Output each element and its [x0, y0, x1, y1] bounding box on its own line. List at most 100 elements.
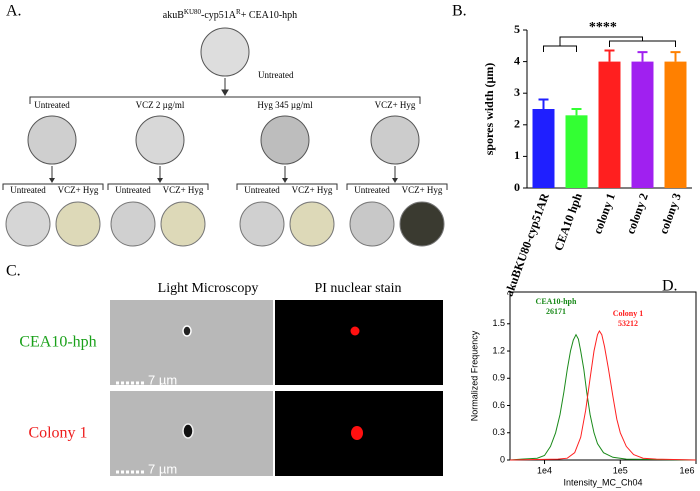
x-tick-label: CEA10 hph — [551, 191, 585, 253]
y-tick-label: 1 — [514, 148, 520, 162]
histogram-line — [509, 333, 697, 461]
sub-label: VCZ+ Hyg — [163, 185, 204, 195]
strain-title: akuBKU80-cyp51AR+ CEA10-hph — [163, 8, 297, 22]
scale-label: 7 µm — [148, 461, 177, 476]
dish — [349, 201, 395, 247]
arrow-head — [49, 178, 55, 183]
dish — [239, 201, 285, 247]
x-tick-label: colony 2 — [623, 191, 651, 236]
x-tick-label: colony 1 — [590, 191, 618, 236]
y-tick-label: 2 — [514, 117, 520, 131]
arrow-head — [157, 178, 163, 183]
branches: Untreated Untreated VCZ+ Hyg VCZ 2 µg/ml Unt… — [2, 100, 448, 247]
t: + CEA10-hph — [241, 10, 297, 21]
sub-bracket — [346, 183, 448, 190]
sub-label: VCZ+ Hyg — [58, 185, 99, 195]
image — [110, 300, 273, 385]
sub-bracket — [107, 183, 209, 190]
y-tick-label: 0.6 — [492, 400, 505, 410]
sub-bracket — [2, 183, 104, 190]
y-tick-label: 0.3 — [492, 427, 505, 437]
series-name: Colony 1 — [613, 309, 643, 318]
panel-letter: D. — [662, 278, 678, 295]
error-bar — [538, 98, 549, 109]
branch-label: Untreated — [34, 100, 70, 110]
bar — [631, 61, 654, 188]
error-bar — [637, 51, 648, 62]
t: -cyp51A — [201, 10, 237, 21]
y-tick-label: 4 — [514, 53, 520, 67]
dish — [399, 201, 445, 247]
t: akuB — [163, 10, 184, 21]
branch-label: VCZ 2 µg/ml — [136, 100, 185, 110]
arrow-head — [392, 178, 398, 183]
column-title: Light Microscopy — [158, 281, 259, 296]
x-tick-label: akuBKU80-cyp51AR — [502, 191, 552, 298]
dish — [289, 201, 335, 247]
tree-lines — [29, 78, 421, 104]
sub-bracket — [236, 183, 338, 190]
x-tick-label: colony 3 — [656, 191, 684, 236]
y-tick-label: 5 — [514, 22, 520, 36]
series-annotation: 53212 — [618, 319, 638, 328]
y-tick-label: 0.9 — [492, 373, 505, 383]
x-axis-label: Intensity_MC_Ch04 — [563, 477, 642, 487]
nucleus — [350, 326, 360, 336]
x-tick-label: 1e5 — [613, 465, 628, 475]
dish — [55, 201, 101, 247]
bar — [532, 109, 555, 188]
dish — [200, 27, 250, 77]
error-bar — [571, 108, 582, 116]
series-annotation: 26171 — [546, 307, 566, 316]
x-tick-label: 1e4 — [537, 465, 552, 475]
t: KU80 — [184, 8, 202, 16]
panel-letter: C. — [6, 263, 21, 280]
column-title: PI nuclear stain — [314, 281, 401, 296]
arrow-head — [282, 178, 288, 183]
y-axis-label: spores width (μm) — [482, 63, 496, 156]
dish — [110, 201, 156, 247]
y-tick-label: 0 — [500, 454, 505, 464]
branch-label: VCZ+ Hyg — [375, 100, 416, 110]
y-axis-label: Normalized Frequency — [469, 330, 479, 421]
spore — [182, 325, 192, 337]
sub-label: VCZ+ Hyg — [292, 185, 333, 195]
y-tick-label: 1.5 — [492, 318, 505, 328]
image — [275, 300, 443, 385]
significance: **** — [589, 20, 617, 35]
dish — [5, 201, 51, 247]
x-tick-label: 1e6 — [679, 465, 694, 475]
y-tick-label: 3 — [514, 85, 520, 99]
dish-label: Untreated — [258, 70, 294, 80]
bar — [598, 61, 621, 188]
t: R — [236, 8, 241, 16]
row-label: Colony 1 — [28, 425, 87, 442]
nucleus — [351, 426, 363, 440]
plot-frame — [509, 291, 697, 461]
sub-label: Untreated — [244, 185, 280, 195]
series-name: CEA10-hph — [536, 297, 577, 306]
bar — [664, 61, 687, 188]
sub-label: Untreated — [10, 185, 46, 195]
error-bar — [670, 51, 681, 62]
sub-label: Untreated — [354, 185, 390, 195]
scale-label: 7 µm — [148, 372, 177, 387]
branch-label: Hyg 345 µg/ml — [257, 100, 313, 110]
panel-letter: B. — [452, 3, 467, 20]
error-bar — [604, 49, 615, 62]
dish — [260, 115, 310, 165]
sub-label: Untreated — [115, 185, 151, 195]
sub-label: VCZ+ Hyg — [402, 185, 443, 195]
significance-bracket — [543, 36, 676, 52]
dish — [370, 115, 420, 165]
spore — [182, 423, 194, 439]
panel-letter: A. — [6, 3, 22, 20]
row-label: CEA10-hph — [19, 334, 96, 351]
micrographs: 7 µm 7 µm — [110, 300, 443, 476]
histogram-line — [509, 330, 697, 461]
dish — [160, 201, 206, 247]
dish — [135, 115, 185, 165]
y-tick-label: 1.2 — [492, 345, 505, 355]
